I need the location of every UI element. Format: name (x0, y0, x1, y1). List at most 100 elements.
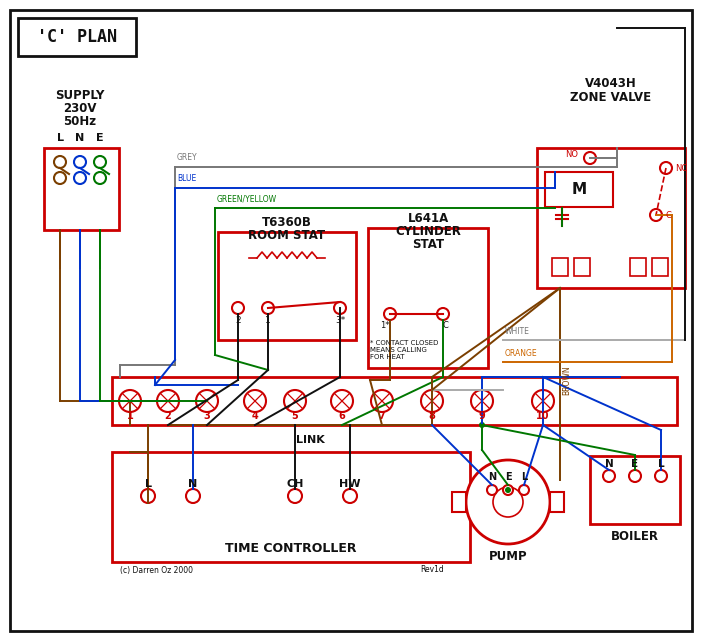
Circle shape (603, 470, 615, 482)
Text: N: N (75, 133, 85, 143)
Text: 6: 6 (338, 411, 345, 421)
Text: 3*: 3* (335, 315, 345, 324)
Text: L: L (658, 459, 664, 469)
Circle shape (331, 390, 353, 412)
Text: NO: NO (565, 149, 578, 158)
Bar (552, 258, 568, 276)
Text: PUMP: PUMP (489, 549, 527, 563)
Circle shape (343, 489, 357, 503)
Text: SUPPLY: SUPPLY (55, 88, 105, 101)
Bar (550, 492, 564, 512)
Text: 9: 9 (479, 411, 485, 421)
Circle shape (421, 390, 443, 412)
Circle shape (54, 172, 66, 184)
Text: GREEN/YELLOW: GREEN/YELLOW (217, 194, 277, 203)
Bar (218, 232, 356, 340)
Bar (545, 172, 613, 207)
Circle shape (584, 152, 596, 164)
Bar (112, 452, 470, 562)
Circle shape (466, 460, 550, 544)
Bar (368, 228, 488, 368)
Text: 1*: 1* (380, 320, 390, 329)
Bar (590, 456, 680, 524)
Text: L: L (56, 133, 63, 143)
Text: T6360B: T6360B (262, 215, 312, 228)
Circle shape (650, 209, 662, 221)
Circle shape (503, 485, 513, 495)
Text: HW: HW (339, 479, 361, 489)
Circle shape (232, 302, 244, 314)
Text: E: E (96, 133, 104, 143)
Text: C: C (665, 210, 671, 219)
Text: WHITE: WHITE (505, 327, 530, 336)
Text: 7: 7 (378, 411, 385, 421)
Text: BLUE: BLUE (177, 174, 197, 183)
Text: NC: NC (675, 163, 687, 172)
Circle shape (505, 487, 511, 493)
Text: V4043H: V4043H (585, 76, 637, 90)
Text: LINK: LINK (296, 435, 324, 445)
Bar (652, 258, 668, 276)
Circle shape (244, 390, 266, 412)
Text: 4: 4 (251, 411, 258, 421)
Circle shape (487, 485, 497, 495)
Bar (44, 148, 119, 230)
Text: 2: 2 (235, 315, 241, 324)
Circle shape (655, 470, 667, 482)
Circle shape (288, 489, 302, 503)
Text: 50Hz: 50Hz (63, 115, 97, 128)
Text: ORANGE: ORANGE (505, 349, 538, 358)
Circle shape (384, 308, 396, 320)
Circle shape (437, 308, 449, 320)
Circle shape (74, 156, 86, 168)
Text: ZONE VALVE: ZONE VALVE (571, 90, 651, 103)
Text: TIME CONTROLLER: TIME CONTROLLER (225, 542, 357, 554)
Text: 10: 10 (536, 411, 550, 421)
Circle shape (471, 390, 493, 412)
Circle shape (371, 390, 393, 412)
Circle shape (74, 172, 86, 184)
Text: STAT: STAT (412, 238, 444, 251)
Circle shape (284, 390, 306, 412)
Text: Rev1d: Rev1d (420, 565, 444, 574)
Bar (452, 492, 466, 512)
Text: ROOM STAT: ROOM STAT (249, 228, 326, 242)
Text: (c) Darren Oz 2000: (c) Darren Oz 2000 (120, 565, 193, 574)
Circle shape (119, 390, 141, 412)
Text: 5: 5 (291, 411, 298, 421)
Circle shape (262, 302, 274, 314)
Bar (630, 258, 646, 276)
Text: N: N (188, 479, 198, 489)
Text: CH: CH (286, 479, 304, 489)
Text: 'C' PLAN: 'C' PLAN (37, 28, 117, 46)
Circle shape (532, 390, 554, 412)
Text: E: E (505, 472, 511, 482)
Text: M: M (571, 181, 587, 197)
Text: 1: 1 (265, 315, 271, 324)
Circle shape (54, 156, 66, 168)
Text: L: L (145, 479, 152, 489)
Text: C: C (442, 320, 448, 329)
Circle shape (94, 156, 106, 168)
Circle shape (519, 485, 529, 495)
Text: BOILER: BOILER (611, 529, 659, 542)
Circle shape (660, 162, 672, 174)
Bar (18, 18, 136, 56)
Circle shape (141, 489, 155, 503)
Text: 230V: 230V (63, 101, 97, 115)
Text: E: E (631, 459, 639, 469)
Text: 8: 8 (428, 411, 435, 421)
Bar (574, 258, 590, 276)
Bar (112, 377, 677, 425)
Text: BROWN: BROWN (562, 365, 571, 395)
Text: 2: 2 (165, 411, 171, 421)
Text: * CONTACT CLOSED
MEANS CALLING
FOR HEAT: * CONTACT CLOSED MEANS CALLING FOR HEAT (370, 340, 438, 360)
Text: GREY: GREY (177, 153, 198, 162)
Text: N: N (488, 472, 496, 482)
Text: CYLINDER: CYLINDER (395, 224, 461, 238)
Circle shape (334, 302, 346, 314)
Circle shape (157, 390, 179, 412)
Text: N: N (604, 459, 614, 469)
Text: 3: 3 (204, 411, 211, 421)
Bar (537, 148, 685, 288)
